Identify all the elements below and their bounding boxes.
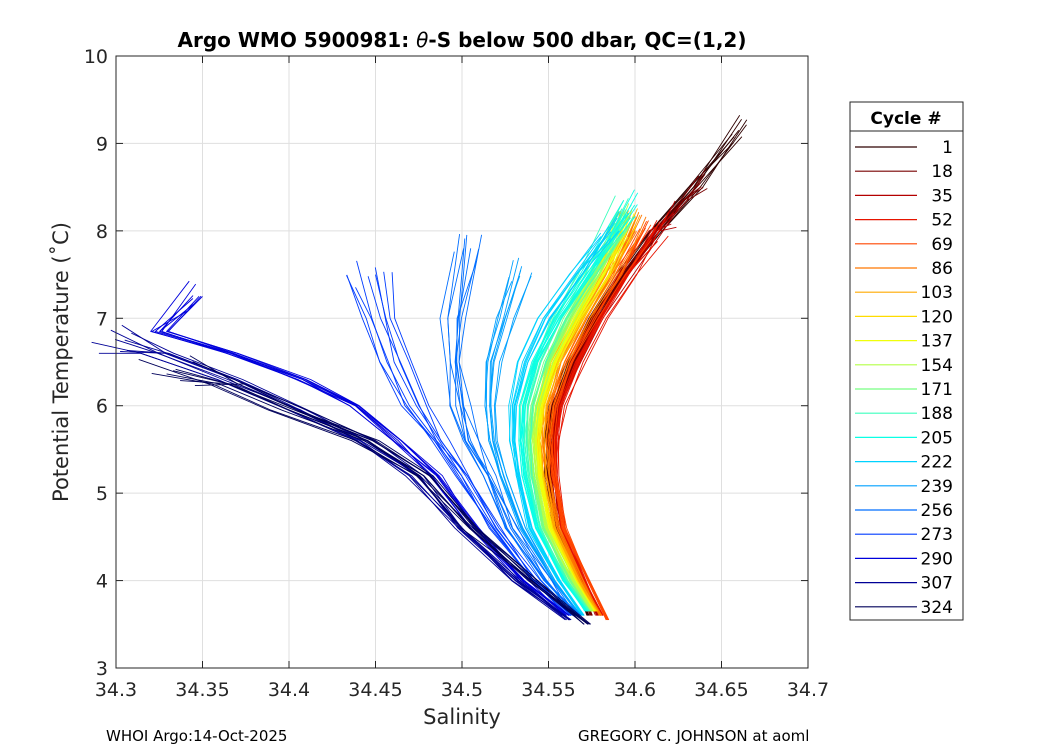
title-theta-symbol: θ	[416, 28, 428, 52]
x-tick-label: 34.3	[95, 679, 137, 701]
series-profile-137	[537, 222, 631, 612]
x-tick-label: 34.55	[521, 679, 575, 701]
series-239	[484, 257, 582, 616]
series-profile-256	[439, 251, 576, 616]
legend-entry-label: 120	[921, 307, 953, 327]
series-profile-256	[458, 234, 577, 616]
series-222	[508, 211, 620, 616]
y-axis-ticks: 3 4 5 6 7 8 9 10	[84, 46, 808, 680]
series-profile-86	[548, 216, 647, 616]
y-tick-label: 5	[96, 483, 108, 505]
series-205	[518, 189, 639, 612]
legend-entry-label: 222	[921, 453, 953, 473]
series-profile-256	[458, 234, 577, 616]
series-profile-324	[194, 383, 585, 625]
legend-entry-label: 86	[931, 259, 953, 279]
x-tick-label: 34.45	[348, 679, 402, 701]
y-tick-label: 4	[96, 571, 108, 593]
legend-entry-label: 273	[921, 525, 953, 545]
legend: Cycle # 1 18 35 52 69 86 103 120 137 154 171 188 205…	[849, 101, 964, 621]
legend-entry-label: 18	[931, 162, 953, 182]
legend-items: 1 18 35 52 69 86 103 120 137 154 171 188 205 222 239 25…	[855, 138, 953, 618]
series-profile-52	[555, 227, 657, 616]
series-profile-103	[543, 214, 641, 612]
series-profile-86	[546, 229, 644, 616]
series-profile-273	[383, 271, 574, 616]
series-324	[138, 355, 592, 625]
series-profile-188	[523, 198, 629, 612]
legend-entry-label: 52	[931, 211, 953, 231]
series-profile-69	[553, 239, 652, 621]
series-profile-239	[484, 260, 582, 616]
series-profile-222	[512, 238, 612, 616]
x-axis-label: Salinity	[423, 705, 501, 729]
x-tick-label: 34.6	[614, 679, 656, 701]
footer-credit: GREGORY C. JOHNSON at aoml	[578, 727, 809, 745]
series-256	[439, 234, 581, 616]
x-tick-label: 34.5	[441, 679, 483, 701]
y-tick-label: 3	[96, 658, 108, 680]
legend-entry-label: 205	[921, 428, 953, 448]
y-tick-label: 10	[84, 46, 108, 68]
series-profile-239	[490, 257, 580, 616]
series-profile-290	[154, 298, 564, 616]
series-profile-239	[493, 272, 581, 616]
legend-entry-label: 35	[931, 186, 953, 206]
series-profile-324	[180, 380, 585, 625]
series-profile-171	[530, 224, 624, 612]
legend-entry-label: 188	[921, 404, 953, 424]
legend-entry-label: 239	[921, 477, 953, 497]
legend-entry-label: 171	[921, 380, 953, 400]
legend-entry-label: 290	[921, 549, 953, 569]
series-273	[346, 260, 575, 616]
x-tick-label: 34.4	[268, 679, 310, 701]
legend-entry-label: 137	[921, 332, 953, 352]
series-lines	[91, 114, 748, 625]
series-profile-222	[508, 236, 602, 616]
series-profile-154	[535, 203, 630, 612]
series-profile-324	[151, 372, 590, 625]
y-tick-label: 6	[96, 396, 108, 418]
legend-entry-label: 307	[921, 574, 953, 594]
series-profile-205	[522, 204, 638, 612]
series-profile-290	[150, 280, 570, 616]
legend-entry-label: 1	[942, 138, 953, 158]
series-profile-324	[175, 368, 592, 625]
series-profile-239	[489, 266, 580, 616]
series-profile-103	[541, 217, 637, 612]
series-profile-273	[391, 272, 571, 616]
series-profile-205	[518, 212, 629, 612]
legend-entry-label: 324	[921, 598, 953, 618]
x-tick-label: 34.7	[787, 679, 829, 701]
series-profile-307	[131, 332, 571, 621]
chart-title: Argo WMO 5900981: θ-S below 500 dbar, QC…	[178, 28, 747, 52]
series-profile-256	[447, 248, 579, 616]
series-profile-273	[346, 275, 570, 616]
legend-title: Cycle #	[870, 109, 941, 129]
x-tick-label: 34.65	[694, 679, 748, 701]
footer-source-date: WHOI Argo:14-Oct-2025	[106, 727, 287, 745]
series-profile-256	[456, 260, 572, 616]
legend-entry-label: 154	[921, 356, 953, 376]
y-tick-label: 7	[96, 308, 108, 330]
legend-entry-label: 256	[921, 501, 953, 521]
y-axis-label: Potential Temperature (˚C)	[49, 222, 73, 502]
y-tick-label: 9	[96, 133, 108, 155]
y-tick-label: 8	[96, 221, 108, 243]
series-profile-86	[543, 212, 640, 616]
x-tick-label: 34.35	[175, 679, 229, 701]
x-axis-ticks: 34.3 34.35 34.4 34.45 34.5 34.55 34.6 34.65 34.7	[95, 56, 829, 701]
legend-entry-label: 69	[931, 235, 953, 255]
legend-entry-label: 103	[921, 283, 953, 303]
series-profile-222	[514, 211, 620, 616]
